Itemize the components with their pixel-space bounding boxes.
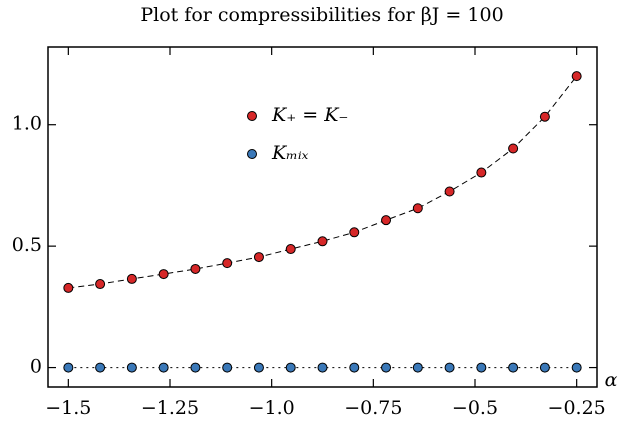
data-point [222, 362, 233, 373]
data-point [317, 362, 328, 373]
data-point [349, 362, 360, 373]
data-point [222, 258, 233, 269]
y-tick-label: 0.5 [12, 234, 42, 256]
data-point [444, 362, 455, 373]
x-tick-label: −0.75 [344, 397, 402, 419]
data-point [317, 236, 328, 247]
data-point [126, 273, 137, 284]
x-tick-label: −1.5 [45, 397, 91, 419]
legend-label: Kₘᵢₓ [271, 142, 309, 164]
data-point [285, 362, 296, 373]
x-tick-label: −1.0 [249, 397, 295, 419]
x-tick-label: −1.25 [141, 397, 199, 419]
data-point [95, 362, 106, 373]
legend-marker [247, 111, 257, 121]
data-point [126, 362, 137, 373]
x-axis-label: α [605, 369, 618, 391]
data-point [253, 362, 264, 373]
data-point [476, 167, 487, 178]
data-point [349, 227, 360, 238]
data-point [571, 71, 582, 82]
data-point [412, 362, 423, 373]
series-line [68, 75, 578, 289]
x-tick-label: −0.25 [548, 397, 606, 419]
data-point [190, 362, 201, 373]
data-point [571, 362, 582, 373]
data-point [539, 111, 550, 122]
x-tick-label: −0.5 [452, 397, 498, 419]
data-point [444, 186, 455, 197]
data-point [508, 143, 519, 154]
data-point [381, 215, 392, 226]
data-point [253, 252, 264, 263]
data-point [285, 244, 296, 255]
data-point [539, 362, 550, 373]
data-point [508, 362, 519, 373]
data-point [63, 282, 74, 293]
data-point [63, 362, 74, 373]
chart-title: Plot for compressibilities for βJ = 100 [140, 4, 503, 26]
legend-label: K₊ = K₋ [271, 104, 348, 126]
data-point [412, 203, 423, 214]
plot-frame [47, 46, 598, 388]
y-tick-label: 0 [30, 356, 42, 378]
legend-marker [247, 149, 257, 159]
data-point [158, 362, 169, 373]
y-tick-label: 1.0 [12, 113, 42, 135]
data-point [158, 269, 169, 280]
data-point [381, 362, 392, 373]
data-point [476, 362, 487, 373]
data-point [95, 279, 106, 290]
data-point [190, 263, 201, 274]
